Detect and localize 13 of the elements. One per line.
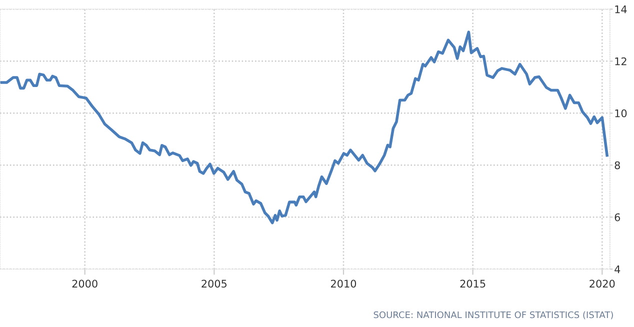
x-tick-label: 2000 [72, 280, 98, 288]
x-tick-label: 2010 [331, 280, 356, 288]
y-tick-label: 4 [614, 265, 620, 274]
x-tick-label: 2015 [460, 280, 486, 288]
y-tick-label: 14 [615, 6, 627, 14]
y-tick-label: 8 [614, 161, 620, 170]
y-tick-label: 10 [615, 109, 627, 118]
x-tick-label: 2020 [590, 280, 615, 288]
y-tick-label: 12 [615, 57, 626, 66]
source-note: SOURCE: NATIONAL INSTITUTE OF STATISTICS (ISTAT) [374, 311, 613, 320]
line-series [0, 30, 608, 224]
x-tick-label: 2005 [202, 280, 227, 288]
y-tick-label: 6 [614, 213, 620, 222]
